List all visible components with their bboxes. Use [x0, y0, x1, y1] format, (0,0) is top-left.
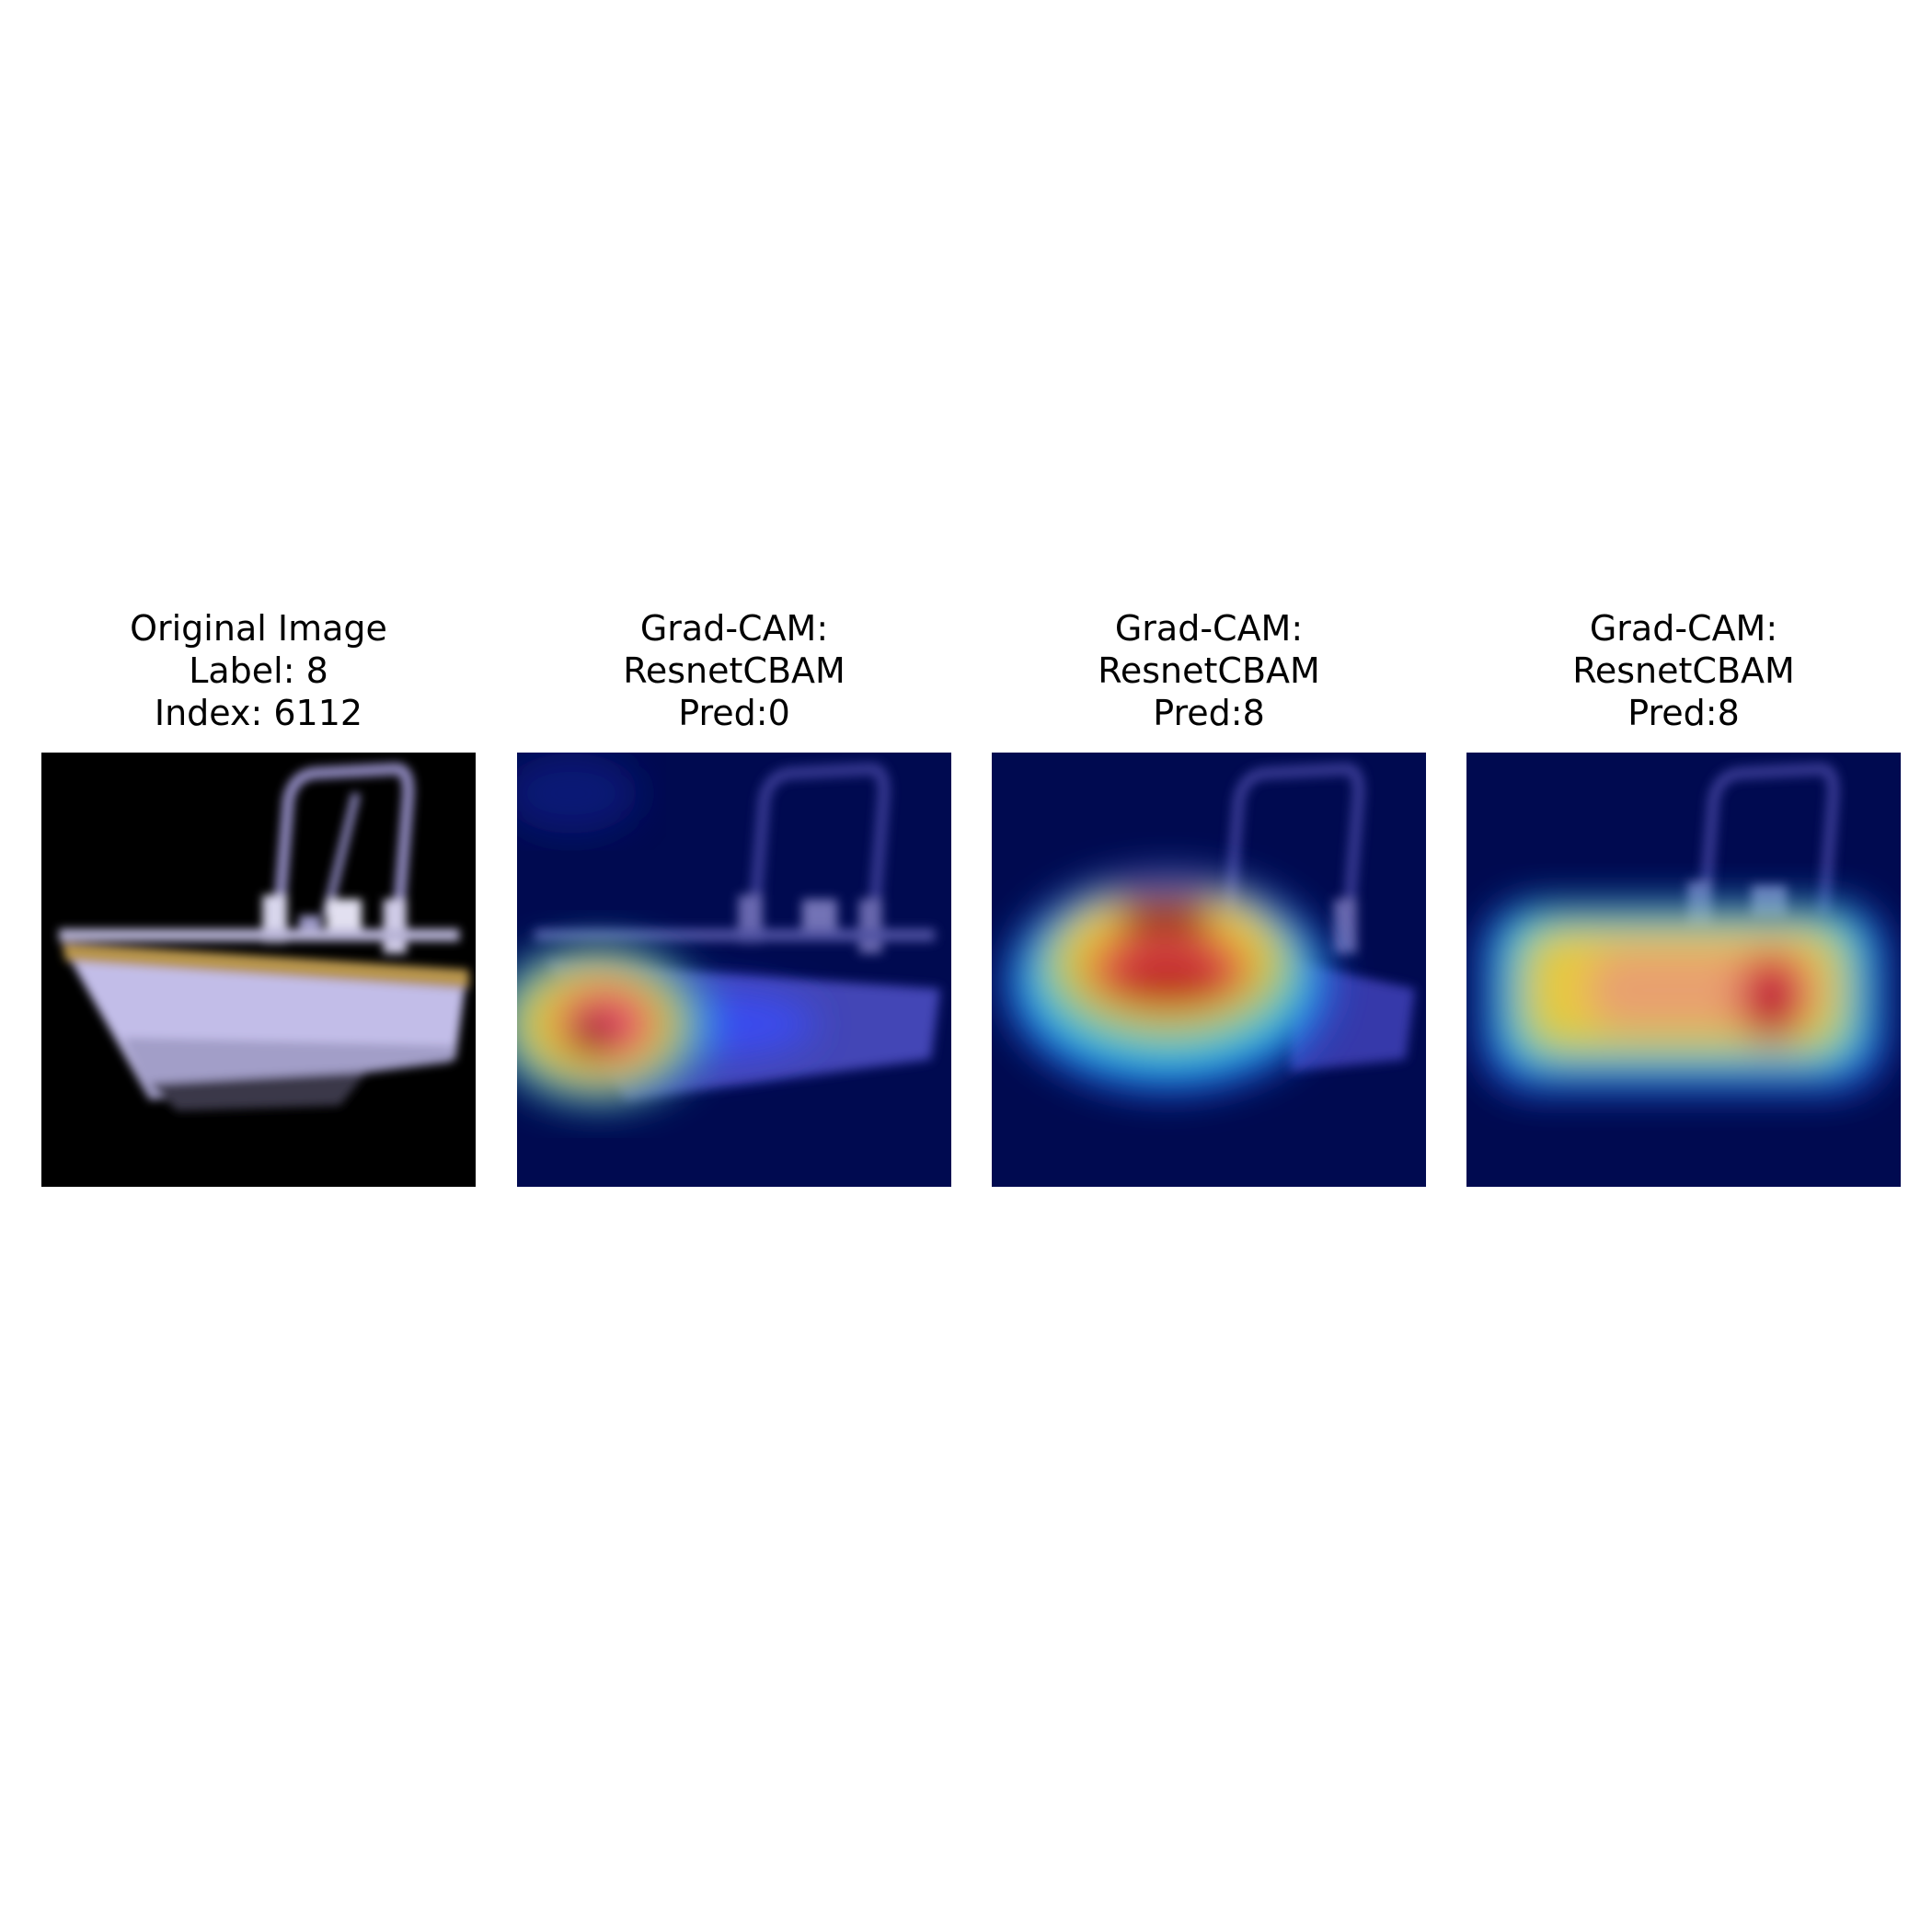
- title-line: ResnetCBAM: [1098, 650, 1320, 691]
- title-line: Pred:8: [1153, 693, 1265, 733]
- title-line: Label: 8: [189, 650, 328, 691]
- title-line: Index: 6112: [154, 693, 363, 733]
- title-line: Pred:8: [1627, 693, 1740, 733]
- title-line: ResnetCBAM: [623, 650, 845, 691]
- original-boat-image: [41, 753, 476, 1187]
- panel-title: Original Image Label: 8 Index: 6112: [41, 607, 476, 742]
- title-line: Grad-CAM:: [1589, 608, 1778, 649]
- gradcam-heatmap-overlay: [1466, 753, 1901, 1187]
- panel-title: Grad-CAM: ResnetCBAM Pred:8: [1466, 607, 1901, 742]
- title-line: Pred:0: [678, 693, 790, 733]
- gradcam-heatmap-overlay: [992, 753, 1426, 1187]
- gradcam-heatmap-overlay: [517, 753, 951, 1187]
- panel-title: Grad-CAM: ResnetCBAM Pred:8: [992, 607, 1426, 742]
- title-line: Grad-CAM:: [639, 608, 829, 649]
- title-line: ResnetCBAM: [1572, 650, 1795, 691]
- panel-title: Grad-CAM: ResnetCBAM Pred:0: [517, 607, 951, 742]
- title-line: Grad-CAM:: [1114, 608, 1304, 649]
- title-line: Original Image: [130, 608, 387, 649]
